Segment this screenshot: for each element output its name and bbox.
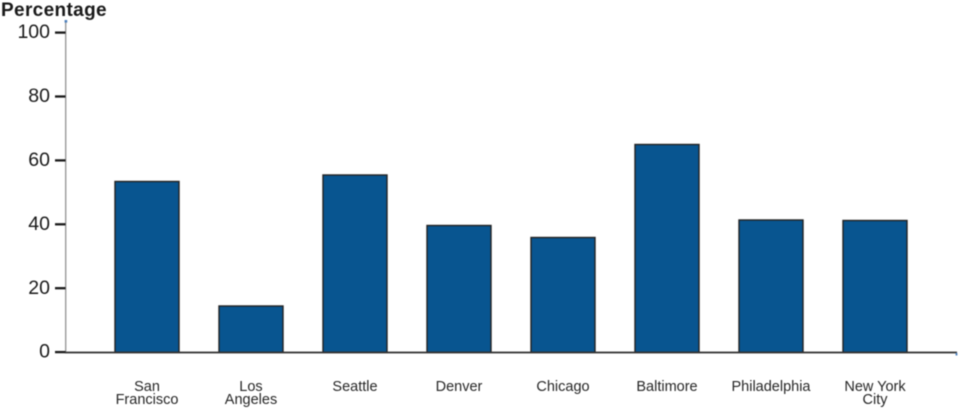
- svg-text:Los: Los: [239, 379, 262, 395]
- svg-text:Angeles: Angeles: [225, 392, 277, 408]
- svg-text:100: 100: [17, 21, 50, 43]
- svg-text:Francisco: Francisco: [116, 392, 179, 408]
- svg-text:Chicago: Chicago: [536, 379, 589, 395]
- svg-text:Philadelphia: Philadelphia: [731, 379, 811, 395]
- svg-text:0: 0: [39, 341, 50, 363]
- svg-text:Denver: Denver: [436, 379, 483, 395]
- svg-text:80: 80: [28, 85, 50, 107]
- svg-text:City: City: [863, 392, 889, 408]
- svg-text:40: 40: [28, 213, 50, 235]
- svg-text:Percentage: Percentage: [1, 0, 107, 21]
- svg-text:Baltimore: Baltimore: [636, 379, 697, 395]
- svg-text:New York: New York: [844, 379, 906, 395]
- svg-text:San: San: [134, 379, 160, 395]
- svg-text:60: 60: [28, 149, 50, 171]
- svg-text:20: 20: [28, 277, 50, 299]
- svg-text:Seattle: Seattle: [332, 379, 377, 395]
